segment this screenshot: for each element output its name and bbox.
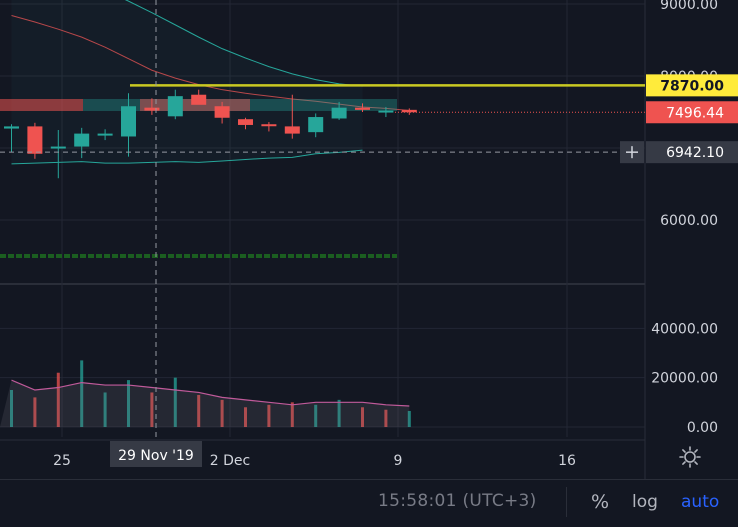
volume-bar[interactable]	[220, 399, 224, 427]
volume-bar[interactable]	[33, 397, 37, 427]
percent-scale-button[interactable]: %	[591, 491, 610, 513]
volume-tick-label: 40000.00	[651, 321, 718, 337]
volume-ma-line	[11, 379, 410, 407]
level-price-label: 7870.00	[660, 78, 724, 94]
candle-body[interactable]	[355, 107, 370, 110]
volume-bar[interactable]	[314, 404, 318, 427]
time-tick-label: 2 Dec	[210, 453, 250, 469]
candle-body[interactable]	[121, 106, 136, 137]
price-chart[interactable]: 9000.008000.007000.006000.000.0020000.00…	[0, 0, 738, 480]
settings-gear-icon[interactable]	[678, 445, 702, 469]
crosshair-date-tag	[110, 441, 202, 467]
candle-body[interactable]	[378, 110, 394, 113]
last-price-tag	[646, 101, 738, 124]
crosshair-price-label: 6942.10	[666, 145, 724, 161]
time-tick-label: 9	[394, 453, 403, 469]
volume-bar[interactable]	[337, 399, 341, 427]
range-zone-left	[0, 99, 83, 111]
volume-bar[interactable]	[384, 409, 388, 427]
toolbar-divider	[566, 487, 567, 517]
volume-bar[interactable]	[127, 380, 130, 427]
time-tick-label: 16	[558, 453, 576, 469]
candle-body[interactable]	[238, 119, 253, 125]
bollinger-band-fill	[11, 0, 363, 164]
candle-body[interactable]	[97, 133, 113, 136]
candle-body[interactable]	[50, 146, 66, 149]
volume-bar[interactable]	[267, 404, 271, 427]
volume-bar[interactable]	[56, 372, 60, 427]
level-price-tag	[646, 74, 738, 97]
volume-tick-label: 20000.00	[651, 371, 718, 387]
volume-bar[interactable]	[407, 410, 411, 427]
bollinger-upper-line	[124, 0, 363, 87]
volume-bar[interactable]	[361, 407, 364, 427]
candle-body[interactable]	[74, 133, 90, 147]
time-tick-label: 25	[53, 453, 71, 469]
auto-scale-button[interactable]: auto	[681, 492, 720, 512]
candle-body[interactable]	[284, 126, 300, 134]
range-zone-box	[83, 99, 397, 111]
candle-body[interactable]	[191, 94, 207, 105]
volume-bar[interactable]	[173, 377, 177, 427]
candle-body[interactable]	[167, 96, 183, 117]
bottom-toolbar	[0, 479, 738, 527]
volume-bar[interactable]	[80, 360, 84, 427]
volume-tick-label: 0.00	[687, 420, 718, 436]
volume-bar[interactable]	[103, 392, 107, 427]
candle-body[interactable]	[261, 124, 277, 127]
candle-body[interactable]	[401, 109, 417, 113]
candle-body[interactable]	[144, 107, 160, 111]
volume-bar[interactable]	[244, 407, 247, 427]
bollinger-lower-line	[11, 149, 363, 165]
candle-body[interactable]	[214, 106, 230, 118]
volume-bar[interactable]	[197, 394, 201, 427]
volume-bar[interactable]	[150, 392, 154, 427]
candle-body[interactable]	[308, 117, 324, 133]
clock-readout: 15:58:01 (UTC+3)	[378, 491, 537, 511]
last-price-label: 7496.44	[666, 105, 724, 121]
log-scale-button[interactable]: log	[632, 492, 658, 512]
moving-average-line	[11, 15, 410, 112]
volume-bar[interactable]	[290, 402, 294, 427]
price-tick-label: 9000.00	[660, 0, 718, 13]
candle-body[interactable]	[4, 126, 19, 129]
crosshair-price-tag	[646, 141, 738, 164]
price-tick-label: 6000.00	[660, 213, 718, 229]
candle-body[interactable]	[27, 126, 43, 154]
volume-area	[0, 380, 410, 427]
candle-body[interactable]	[331, 107, 347, 119]
crosshair-date-label: 29 Nov '19	[118, 448, 194, 464]
volume-bar[interactable]	[10, 389, 13, 427]
